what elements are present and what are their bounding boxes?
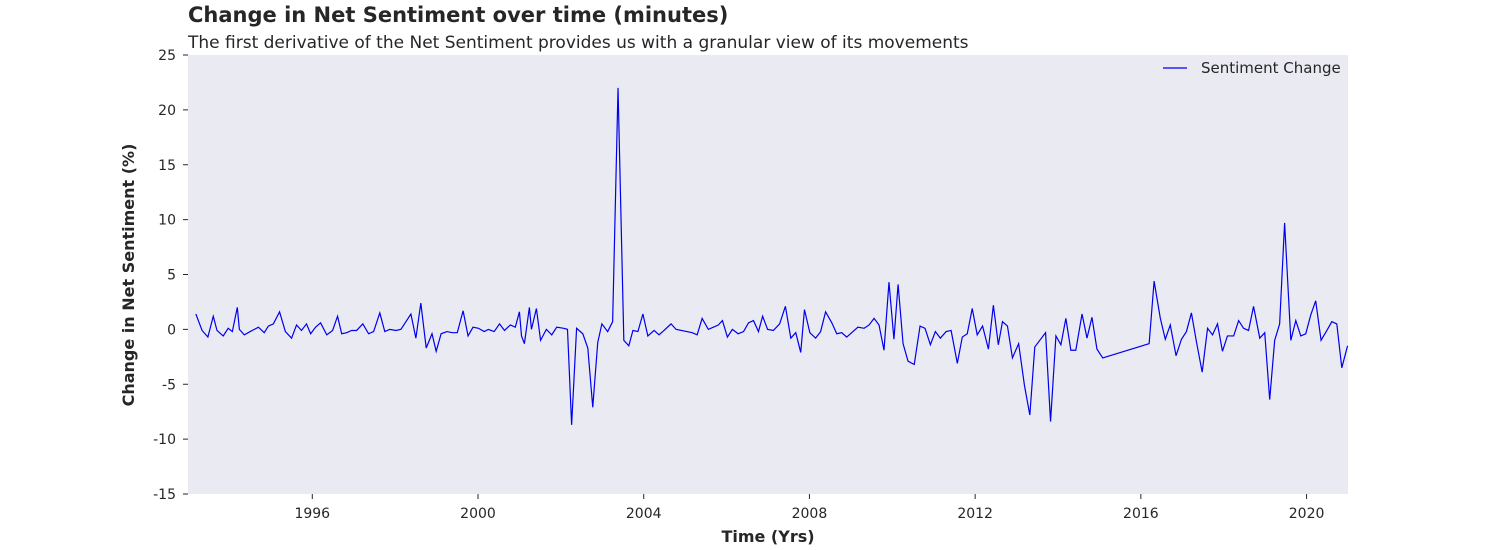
y-tick-label: 5 <box>167 268 176 284</box>
legend-label: Sentiment Change <box>1201 59 1341 77</box>
y-tick-label: -10 <box>153 432 176 448</box>
x-tick-label: 1996 <box>294 506 330 522</box>
y-axis-label: Change in Net Sentiment (%) <box>119 144 138 407</box>
plot-area <box>188 55 1348 494</box>
y-tick-label: 10 <box>158 213 176 229</box>
chart-title: Change in Net Sentiment over time (minut… <box>188 3 728 27</box>
x-tick-label: 2020 <box>1289 506 1325 522</box>
x-tick-label: 2012 <box>957 506 993 522</box>
data-line <box>195 87 1349 425</box>
y-tick-label: 15 <box>158 158 176 174</box>
y-tick-label: 20 <box>158 103 176 119</box>
y-tick-label: 25 <box>158 48 176 64</box>
x-tick-label: 2004 <box>626 506 662 522</box>
x-tick-label: 2016 <box>1123 506 1159 522</box>
y-tick-label: -15 <box>153 487 176 503</box>
y-tick-label: -5 <box>162 377 176 393</box>
x-tick-label: 2008 <box>792 506 828 522</box>
x-axis-label: Time (Yrs) <box>721 527 814 546</box>
chart-subtitle: The first derivative of the Net Sentimen… <box>187 33 969 53</box>
y-tick-label: 0 <box>167 322 176 338</box>
x-tick-label: 2000 <box>460 506 496 522</box>
